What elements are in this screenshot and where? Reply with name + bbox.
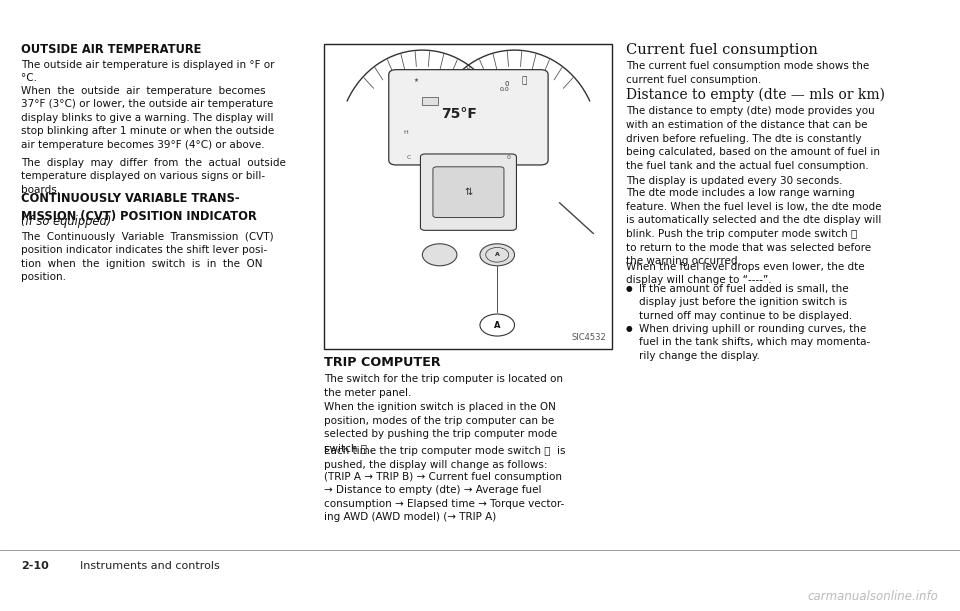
- Text: The current fuel consumption mode shows the
current fuel consumption.: The current fuel consumption mode shows …: [626, 61, 869, 85]
- Text: When the fuel level drops even lower, the dte
display will change to “----”.: When the fuel level drops even lower, th…: [626, 262, 865, 285]
- Text: 75°F: 75°F: [441, 108, 477, 121]
- Circle shape: [422, 244, 457, 266]
- Text: The  Continuously  Variable  Transmission  (CVT)
position indicator indicates th: The Continuously Variable Transmission (…: [21, 232, 274, 282]
- Text: SIC4532: SIC4532: [572, 333, 607, 342]
- Text: 0: 0: [507, 155, 511, 159]
- Text: ★: ★: [413, 78, 418, 83]
- Text: ●: ●: [626, 284, 633, 293]
- Circle shape: [480, 314, 515, 336]
- Text: When  the  outside  air  temperature  becomes
37°F (3°C) or lower, the outside a: When the outside air temperature becomes…: [21, 86, 275, 150]
- Text: ⛽: ⛽: [521, 76, 527, 85]
- Text: H: H: [403, 130, 408, 135]
- FancyBboxPatch shape: [433, 167, 504, 218]
- Text: Current fuel consumption: Current fuel consumption: [626, 43, 818, 57]
- Text: (if so equipped): (if so equipped): [21, 215, 111, 228]
- Text: A: A: [494, 252, 499, 257]
- Text: ⇅: ⇅: [465, 187, 472, 197]
- FancyBboxPatch shape: [420, 154, 516, 230]
- FancyBboxPatch shape: [389, 70, 548, 165]
- Text: carmanualsonline.info: carmanualsonline.info: [808, 590, 939, 602]
- Text: ●: ●: [626, 324, 633, 333]
- Circle shape: [480, 244, 515, 266]
- Text: The dte mode includes a low range warning
feature. When the fuel level is low, t: The dte mode includes a low range warnin…: [626, 188, 881, 266]
- Circle shape: [486, 247, 509, 262]
- Text: The display is updated every 30 seconds.: The display is updated every 30 seconds.: [626, 176, 842, 186]
- Text: When the ignition switch is placed in the ON
position, modes of the trip compute: When the ignition switch is placed in th…: [324, 402, 558, 453]
- Text: The distance to empty (dte) mode provides you
with an estimation of the distance: The distance to empty (dte) mode provide…: [626, 106, 880, 170]
- FancyBboxPatch shape: [422, 97, 438, 105]
- Text: When driving uphill or rounding curves, the
fuel in the tank shifts, which may m: When driving uphill or rounding curves, …: [639, 324, 871, 361]
- Text: C: C: [407, 155, 411, 159]
- Text: 2-10: 2-10: [21, 561, 49, 571]
- Text: The  display  may  differ  from  the  actual  outside
temperature displayed on v: The display may differ from the actual o…: [21, 158, 286, 195]
- Text: 0.0: 0.0: [500, 87, 510, 92]
- Text: A: A: [494, 321, 500, 329]
- Text: 0: 0: [505, 81, 509, 87]
- Text: Each time the trip computer mode switch Ⓐ  is
pushed, the display will change as: Each time the trip computer mode switch …: [324, 446, 566, 470]
- Text: The outside air temperature is displayed in °F or
°C.: The outside air temperature is displayed…: [21, 60, 275, 84]
- Text: CONTINUOUSLY VARIABLE TRANS-
MISSION (CVT) POSITION INDICATOR: CONTINUOUSLY VARIABLE TRANS- MISSION (CV…: [21, 192, 257, 223]
- Text: OUTSIDE AIR TEMPERATURE: OUTSIDE AIR TEMPERATURE: [21, 43, 202, 56]
- Text: The switch for the trip computer is located on
the meter panel.: The switch for the trip computer is loca…: [324, 374, 564, 398]
- Text: TRIP COMPUTER: TRIP COMPUTER: [324, 356, 441, 368]
- Text: (TRIP A → TRIP B) → Current fuel consumption
→ Distance to empty (dte) → Average: (TRIP A → TRIP B) → Current fuel consump…: [324, 472, 564, 522]
- Text: Instruments and controls: Instruments and controls: [80, 561, 220, 571]
- Text: Distance to empty (dte — mls or km): Distance to empty (dte — mls or km): [626, 88, 885, 103]
- FancyBboxPatch shape: [324, 44, 612, 349]
- Text: If the amount of fuel added is small, the
display just before the ignition switc: If the amount of fuel added is small, th…: [639, 284, 852, 321]
